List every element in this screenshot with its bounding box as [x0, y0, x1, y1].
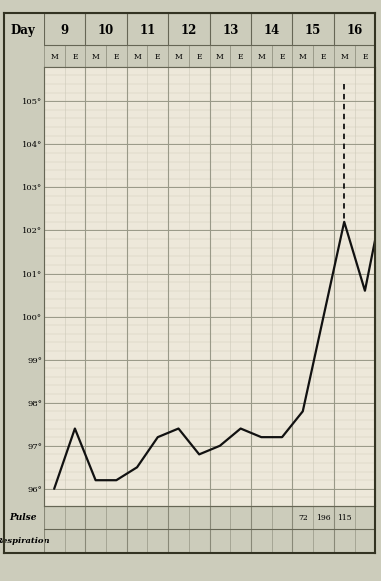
Text: 16: 16 [346, 24, 363, 37]
Text: 9: 9 [61, 24, 69, 37]
Text: E: E [321, 53, 326, 61]
Text: M: M [92, 53, 99, 61]
Text: E: E [362, 53, 368, 61]
Text: E: E [114, 53, 119, 61]
Text: M: M [50, 53, 58, 61]
Text: 14: 14 [264, 24, 280, 37]
Text: M: M [299, 53, 307, 61]
Text: M: M [258, 53, 265, 61]
Text: E: E [72, 53, 78, 61]
Text: 15: 15 [305, 24, 321, 37]
Text: E: E [238, 53, 243, 61]
Text: Respiration: Respiration [0, 537, 50, 545]
Text: 11: 11 [139, 24, 155, 37]
Text: 196: 196 [316, 514, 331, 522]
Text: 72: 72 [298, 514, 307, 522]
Text: 10: 10 [98, 24, 114, 37]
Text: Day: Day [11, 24, 35, 37]
Text: E: E [155, 53, 160, 61]
Text: Pulse: Pulse [9, 513, 37, 522]
Text: M: M [340, 53, 348, 61]
Text: E: E [197, 53, 202, 61]
Text: M: M [216, 53, 224, 61]
Text: 12: 12 [181, 24, 197, 37]
Text: M: M [174, 53, 182, 61]
Text: 115: 115 [337, 514, 352, 522]
Text: 13: 13 [222, 24, 239, 37]
Text: E: E [279, 53, 285, 61]
Text: M: M [133, 53, 141, 61]
